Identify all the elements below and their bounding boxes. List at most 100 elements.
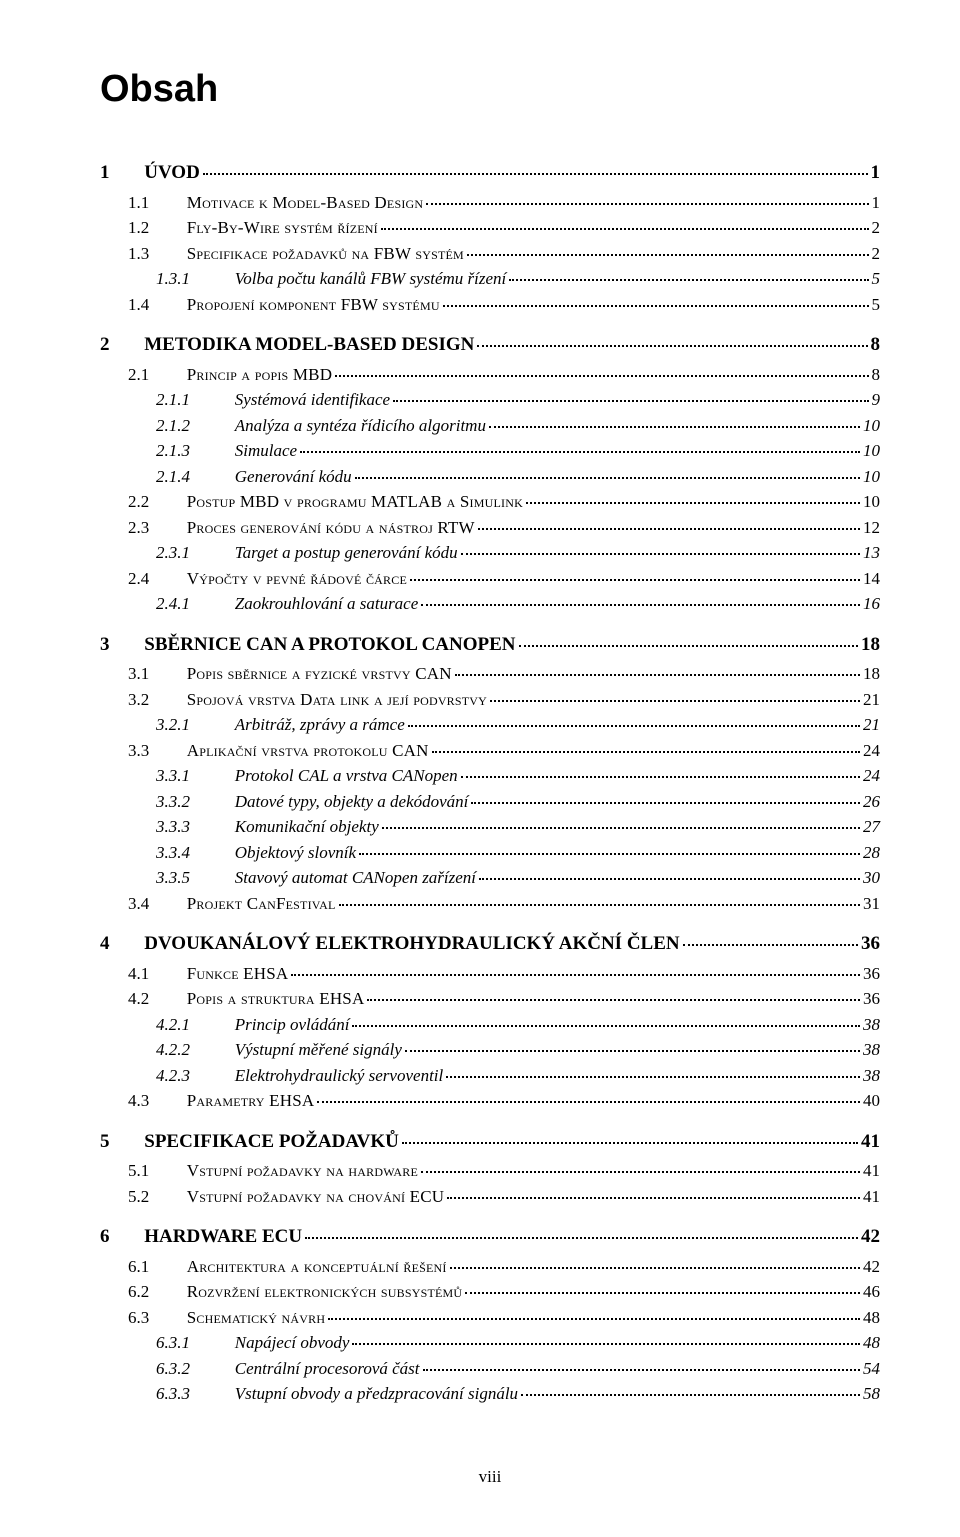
toc-entry-number: 5.1: [100, 1158, 174, 1184]
toc-entry-label: Architektura a konceptuální řešení: [187, 1254, 447, 1280]
toc-entry-number: 2.1.3: [100, 438, 222, 464]
toc-entry: 4.1 Funkce EHSA36: [100, 961, 880, 987]
toc-entry-number: 4.3: [100, 1088, 174, 1114]
toc-leader-dots: [465, 1292, 860, 1294]
toc-entry-number: 5.2: [100, 1184, 174, 1210]
toc-leader-dots: [450, 1267, 860, 1269]
toc-entry-page: 10: [863, 438, 880, 464]
toc-entry-label: Princip a popis MBD: [187, 362, 332, 388]
toc-entry-page: 36: [863, 986, 880, 1012]
toc-entry-number: 3.3.1: [100, 763, 222, 789]
toc-entry-number: 1.3.1: [100, 266, 222, 292]
toc-entry-number: 2.1: [100, 362, 174, 388]
toc-leader-dots: [521, 1394, 860, 1396]
toc-entry-number: 1.4: [100, 292, 174, 318]
toc-entry: 6.3.2 Centrální procesorová část54: [100, 1356, 880, 1382]
toc-entry-number: 4: [100, 930, 130, 959]
toc-leader-dots: [683, 944, 858, 946]
toc-leader-dots: [408, 725, 860, 727]
toc-leader-dots: [426, 203, 868, 205]
toc-entry: 3.3 Aplikační vrstva protokolu CAN24: [100, 738, 880, 764]
toc-entry-page: 1: [872, 190, 881, 216]
toc-entry-page: 9: [872, 387, 881, 413]
toc-entry-label: Výstupní měřené signály: [235, 1037, 402, 1063]
toc-entry-page: 41: [861, 1128, 880, 1157]
toc-entry-page: 31: [863, 891, 880, 917]
toc-entry: 3.4 Projekt CanFestival31: [100, 891, 880, 917]
toc-leader-dots: [382, 827, 860, 829]
toc-entry-number: 2.1.2: [100, 413, 222, 439]
toc-leader-dots: [461, 776, 860, 778]
toc-entry-number: 1.2: [100, 215, 174, 241]
toc-entry: 3.3.3 Komunikační objekty27: [100, 814, 880, 840]
toc-entry-label: Generování kódu: [235, 464, 352, 490]
toc-entry-label: Fly-By-Wire systém řízení: [187, 215, 378, 241]
toc-entry-page: 16: [863, 591, 880, 617]
toc-entry-label: Analýza a syntéza řídicího algoritmu: [235, 413, 486, 439]
page-number-footer: viii: [100, 1467, 880, 1487]
toc-leader-dots: [352, 1343, 860, 1345]
toc-entry-number: 6.2: [100, 1279, 174, 1305]
toc-entry-label: Vstupní obvody a předzpracování signálu: [235, 1381, 518, 1407]
toc-entry: 5.2 Vstupní požadavky na chování ECU41: [100, 1184, 880, 1210]
toc-entry: 4.2.1 Princip ovládání38: [100, 1012, 880, 1038]
toc-entry-page: 5: [872, 292, 881, 318]
toc-leader-dots: [359, 853, 860, 855]
toc-entry-number: 3.3: [100, 738, 174, 764]
toc-entry-label: Vstupní požadavky na hardware: [187, 1158, 418, 1184]
toc-leader-dots: [335, 375, 868, 377]
toc-entry-label: Spojová vrstva Data link a její podvrstv…: [187, 687, 487, 713]
toc-entry-label: Protokol CAL a vrstva CANopen: [235, 763, 458, 789]
toc-entry: 3.3.4 Objektový slovník28: [100, 840, 880, 866]
toc-entry: 2.1.2 Analýza a syntéza řídicího algorit…: [100, 413, 880, 439]
toc-entry: 4 DVOUKANÁLOVÝ ELEKTROHYDRAULICKÝ AKČNÍ …: [100, 930, 880, 959]
toc-entry: 6.3.1 Napájecí obvody48: [100, 1330, 880, 1356]
toc-entry: 2.1.4 Generování kódu 10: [100, 464, 880, 490]
page-title: Obsah: [100, 68, 880, 111]
toc-entry: 2.3.1 Target a postup generování kódu13: [100, 540, 880, 566]
toc-entry-label: Projekt CanFestival: [187, 891, 336, 917]
toc-entry-number: 2.2: [100, 489, 174, 515]
toc-entry-label: Systémová identifikace: [235, 387, 390, 413]
toc-entry-number: 6: [100, 1223, 130, 1252]
toc-entry-page: 2: [872, 215, 881, 241]
toc-entry: 2 METODIKA MODEL-BASED DESIGN8: [100, 331, 880, 360]
toc-entry-page: 28: [863, 840, 880, 866]
toc-entry-label: Zaokrouhlování a saturace: [235, 591, 419, 617]
toc-leader-dots: [447, 1197, 860, 1199]
toc-entry-page: 48: [863, 1305, 880, 1331]
toc-entry: 5.1 Vstupní požadavky na hardware41: [100, 1158, 880, 1184]
toc-leader-dots: [317, 1101, 860, 1103]
toc-leader-dots: [328, 1318, 860, 1320]
toc-leader-dots: [339, 904, 861, 906]
toc-entry-page: 46: [863, 1279, 880, 1305]
toc-entry: 3.3.2 Datové typy, objekty a dekódování2…: [100, 789, 880, 815]
toc-entry-page: 38: [863, 1012, 880, 1038]
toc-entry-number: 2.1.4: [100, 464, 222, 490]
toc-leader-dots: [519, 645, 858, 647]
toc-entry-page: 36: [863, 961, 880, 987]
toc-entry-number: 6.3: [100, 1305, 174, 1331]
toc-leader-dots: [203, 173, 868, 175]
toc-entry-label: Výpočty v pevné řádové čárce: [187, 566, 407, 592]
toc-leader-dots: [479, 878, 860, 880]
toc-leader-dots: [461, 553, 860, 555]
table-of-contents: 1 ÚVOD11.1 Motivace k Model-Based Design…: [100, 159, 880, 1407]
toc-entry-number: 1.3: [100, 241, 174, 267]
toc-entry-label: ÚVOD: [144, 159, 200, 188]
toc-entry-label: METODIKA MODEL-BASED DESIGN: [144, 331, 474, 360]
toc-entry-page: 14: [863, 566, 880, 592]
toc-entry-label: Datové typy, objekty a dekódování: [235, 789, 469, 815]
toc-entry-label: Komunikační objekty: [235, 814, 379, 840]
toc-leader-dots: [402, 1142, 858, 1144]
toc-leader-dots: [393, 400, 868, 402]
toc-entry: 2.2 Postup MBD v programu MATLAB a Simul…: [100, 489, 880, 515]
toc-leader-dots: [509, 279, 868, 281]
toc-entry-label: Volba počtu kanálů FBW systému řízení: [235, 266, 507, 292]
toc-entry-number: 2.4.1: [100, 591, 222, 617]
toc-entry: 1.2 Fly-By-Wire systém řízení 2: [100, 215, 880, 241]
toc-entry-label: Target a postup generování kódu: [235, 540, 458, 566]
toc-entry-page: 38: [863, 1063, 880, 1089]
toc-entry-page: 10: [863, 464, 880, 490]
toc-entry: 3.2 Spojová vrstva Data link a její podv…: [100, 687, 880, 713]
